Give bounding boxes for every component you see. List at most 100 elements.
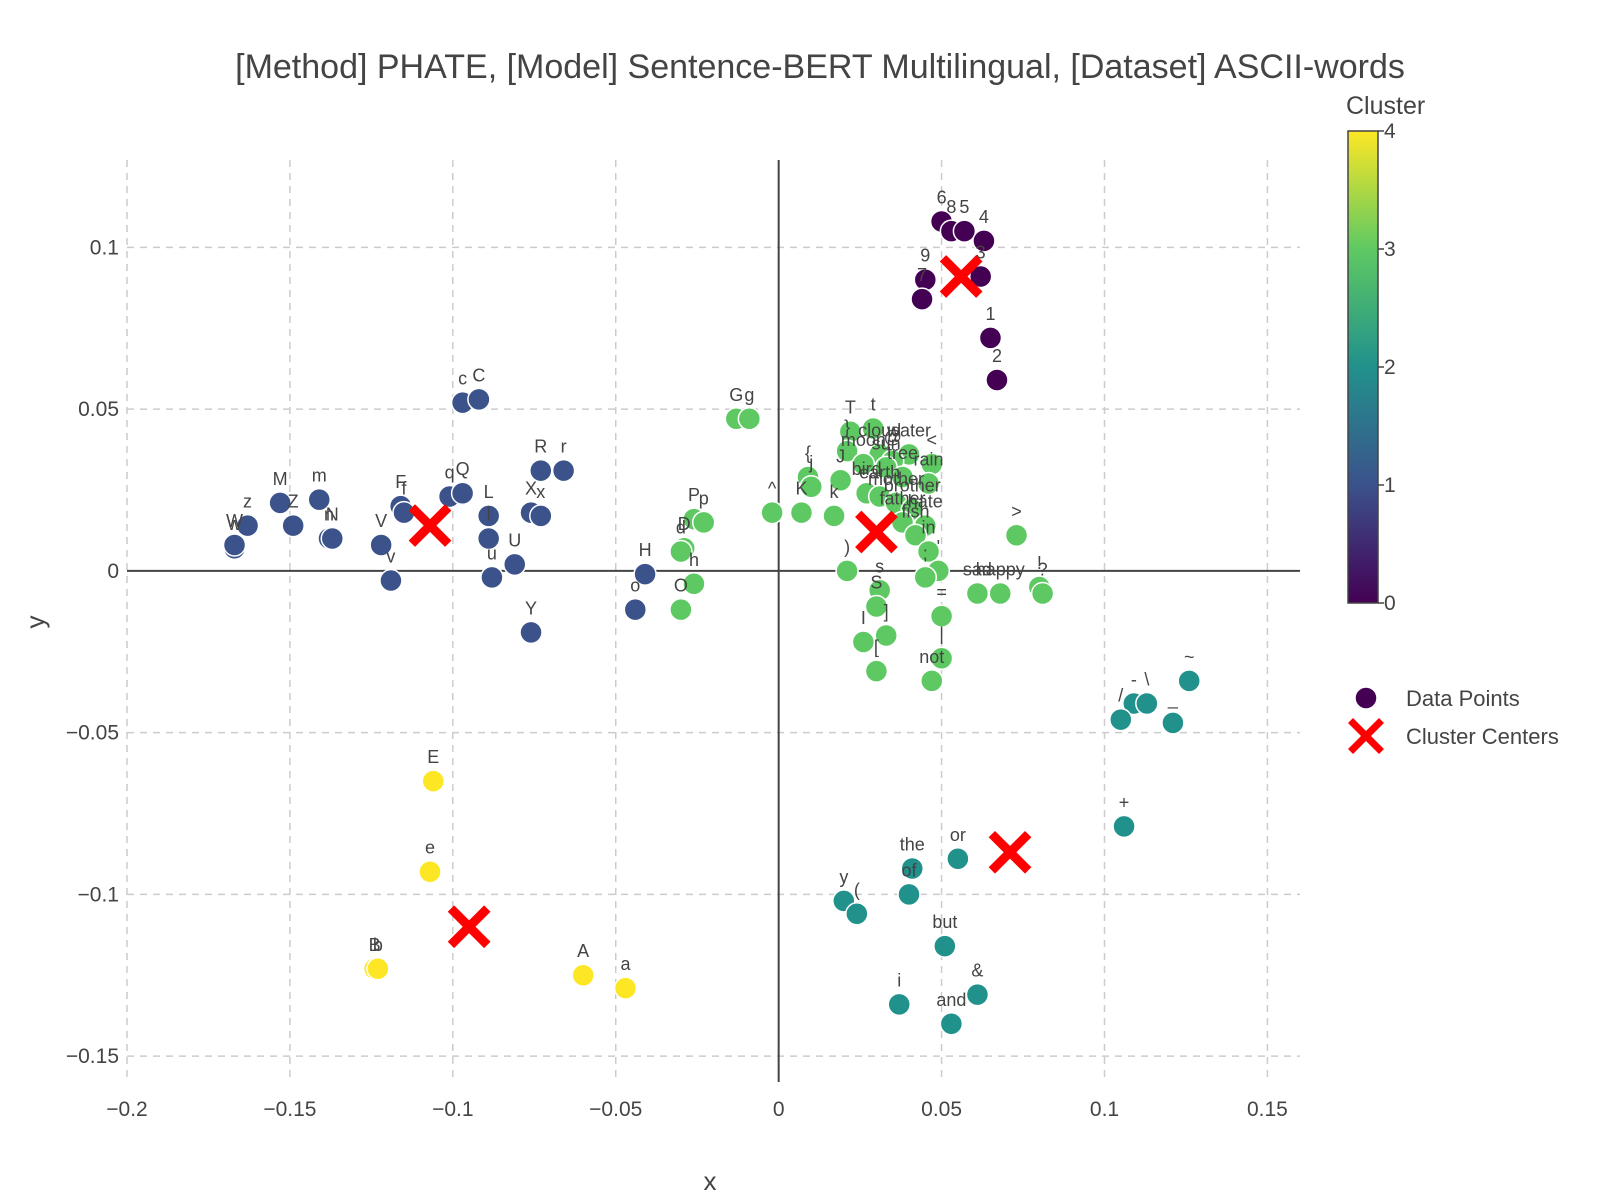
data-point (480, 565, 504, 590)
point-label: U (508, 530, 521, 550)
point-label: d (676, 517, 686, 537)
point-label: F (395, 472, 406, 492)
point-label: E (427, 747, 439, 767)
data-point (669, 539, 693, 564)
data-point (418, 859, 442, 884)
legend-cluster-centers-label: Cluster Centers (1406, 724, 1559, 749)
data-point (529, 504, 553, 528)
data-point (307, 487, 331, 512)
data-point (502, 552, 527, 577)
point-label: ? (1038, 560, 1048, 580)
point-label: & (971, 961, 983, 981)
data-point (916, 471, 941, 496)
point-label: B (369, 935, 381, 955)
data-point (235, 513, 260, 538)
point-label: ~ (1184, 647, 1195, 667)
data-point (421, 769, 446, 793)
point-label: Y (525, 598, 537, 618)
point-label: 8 (946, 197, 956, 217)
point-label: earth (859, 462, 900, 482)
point-label: ] (884, 602, 889, 622)
x-tick-label: −0.05 (589, 1098, 642, 1121)
point-label: brother (884, 475, 941, 495)
point-label: ^ (768, 479, 777, 499)
colorbar: Cluster 0 1 2 3 4 (1346, 92, 1425, 615)
x-tick-label: −0.1 (432, 1098, 473, 1121)
point-label: R (534, 437, 547, 457)
point-label: but (932, 912, 957, 932)
point-label: T (845, 398, 856, 418)
x-tick-labels: −0.2 −0.15 −0.1 −0.05 0 0.05 0.1 0.15 (106, 1098, 1288, 1121)
data-point (789, 500, 814, 525)
data-point (851, 452, 876, 476)
grid-lines (126, 160, 1300, 1082)
data-point (835, 559, 859, 583)
y-tick-label: 0.1 (90, 236, 119, 259)
data-point (864, 659, 889, 683)
point-label: ' (937, 537, 940, 557)
legend-data-points-label: Data Points (1406, 686, 1520, 711)
data-point (972, 229, 996, 253)
legend: Data Points Cluster Centers (1348, 686, 1559, 754)
data-point (851, 630, 876, 654)
data-point (366, 957, 390, 981)
data-point (903, 523, 928, 548)
point-label: z (243, 492, 252, 512)
data-point (369, 533, 393, 557)
point-label: and (936, 990, 966, 1010)
data-point (900, 856, 925, 881)
point-label: 4 (979, 207, 989, 227)
point-label: C (472, 365, 485, 385)
point-label: < (927, 430, 938, 450)
point-label: O (674, 576, 688, 596)
point-label: _ (1167, 689, 1179, 710)
data-point (737, 407, 762, 431)
point-label: tree (887, 443, 918, 463)
data-point (845, 902, 869, 926)
data-point (874, 623, 898, 648)
data-point (613, 976, 638, 1000)
point-label: { (805, 443, 811, 463)
point-label: h (689, 550, 699, 570)
x-axis-label: x (704, 1166, 717, 1196)
point-label: V (375, 511, 387, 531)
data-point (623, 597, 648, 622)
point-label: c (458, 369, 467, 389)
data-point (861, 416, 885, 441)
data-point (1112, 814, 1136, 839)
point-label: H (639, 540, 652, 560)
x-tick-label: 0.1 (1090, 1098, 1119, 1121)
colorbar-ticks: 0 1 2 3 4 (1378, 120, 1396, 615)
colorbar-title: Cluster (1346, 92, 1425, 120)
axes (127, 160, 1300, 1082)
data-point (1109, 707, 1133, 732)
point-label: i (897, 970, 901, 990)
point-label: ! (1037, 553, 1042, 573)
point-label: / (1118, 686, 1123, 706)
point-label: the (900, 834, 925, 854)
point-label: 6 (937, 187, 947, 207)
colorbar-tick-label: 2 (1384, 356, 1396, 379)
point-label: rain (914, 450, 944, 470)
point-label: mother (868, 469, 924, 489)
cluster-center (447, 905, 491, 949)
point-label: 7 (917, 265, 927, 285)
data-point (222, 533, 247, 557)
data-point (669, 597, 693, 622)
point-label: in (922, 517, 936, 537)
data-point (682, 572, 706, 596)
y-tick-label: −0.1 (78, 883, 119, 906)
point-label: sad (963, 560, 992, 580)
point-label: l (487, 505, 491, 525)
y-axis-label: y (20, 616, 50, 629)
data-point (978, 326, 1003, 350)
point-label: t (871, 395, 876, 415)
data-point (1161, 711, 1185, 735)
data-point (1004, 523, 1029, 548)
point-label: moon (841, 430, 886, 450)
point-label: sun (872, 433, 901, 453)
point-label: 5 (959, 197, 969, 217)
point-label: u (487, 543, 497, 563)
cluster-centers (408, 255, 1032, 949)
point-label: g (744, 385, 754, 405)
